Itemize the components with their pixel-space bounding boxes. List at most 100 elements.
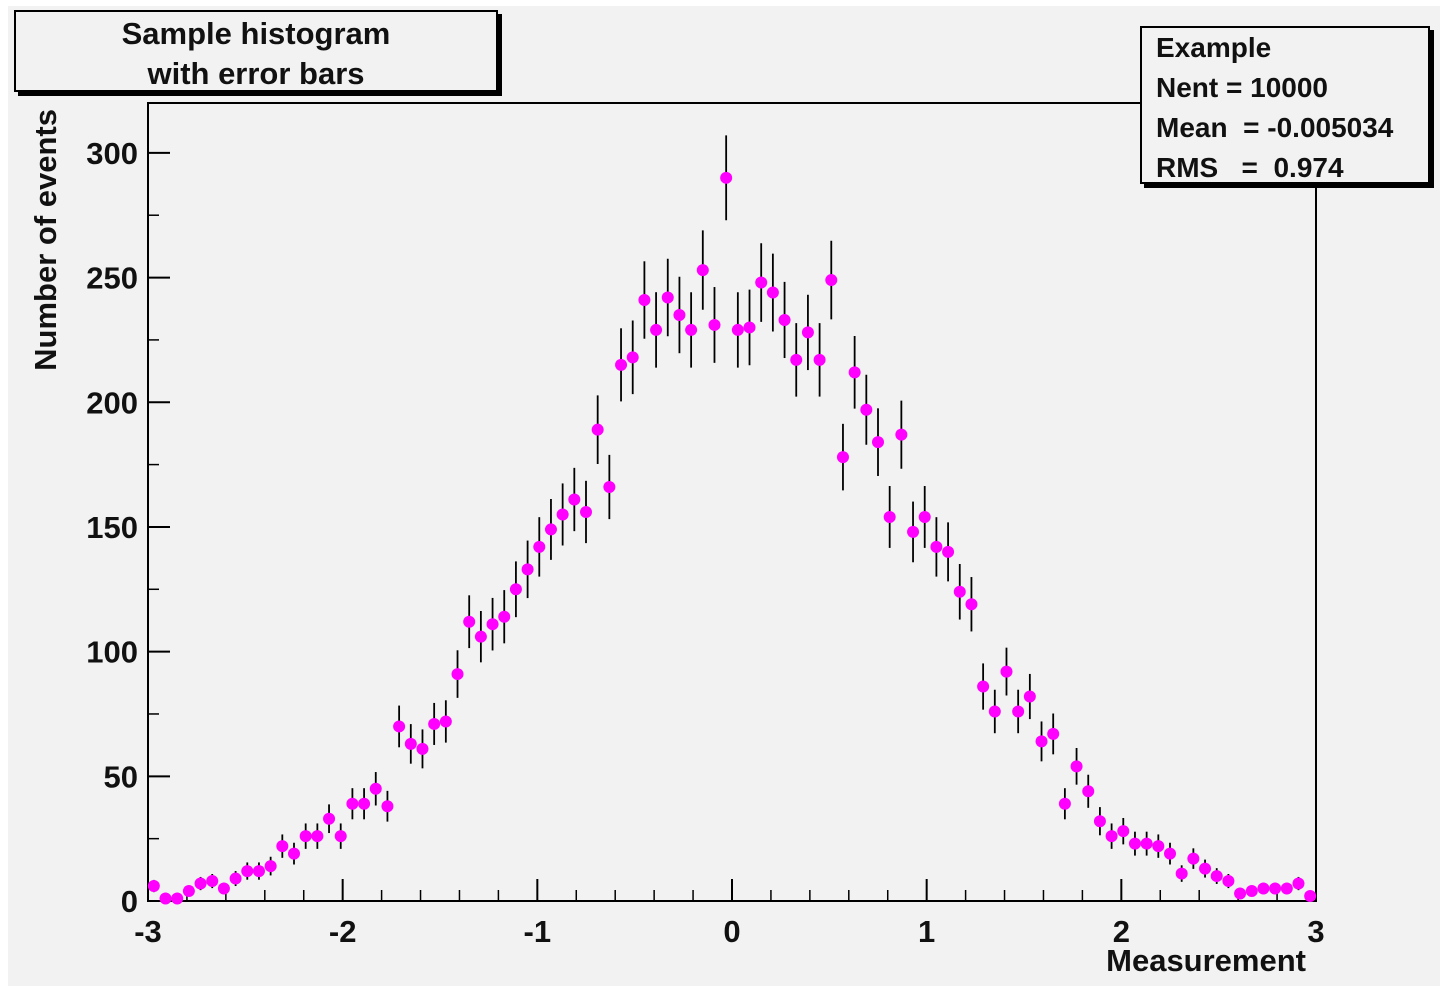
data-point: [311, 830, 324, 843]
data-point: [790, 353, 803, 366]
data-point: [1035, 735, 1048, 748]
x-tick-label: 3: [1307, 914, 1324, 949]
stats-rms: RMS = 0.974: [1156, 152, 1344, 183]
data-point: [988, 705, 1001, 718]
data-point: [953, 585, 966, 598]
data-point: [743, 321, 756, 334]
data-point: [685, 323, 698, 336]
data-point: [416, 742, 429, 755]
data-point: [439, 715, 452, 728]
data-point: [1199, 862, 1212, 875]
data-point: [252, 865, 265, 878]
x-tick-label: 1: [918, 914, 935, 949]
data-point: [836, 451, 849, 464]
stats-box: Example Nent = 10000 Mean = -0.005034 RM…: [1140, 26, 1430, 184]
data-point: [1152, 840, 1165, 853]
data-point: [1140, 837, 1153, 850]
data-point: [977, 680, 990, 693]
data-point: [241, 865, 254, 878]
data-point: [591, 423, 604, 436]
data-point: [731, 323, 744, 336]
data-point: [1000, 665, 1013, 678]
data-point: [883, 510, 896, 523]
data-point: [428, 717, 441, 730]
data-point: [323, 812, 336, 825]
data-point: [720, 171, 733, 184]
y-tick-label: 300: [86, 136, 138, 171]
data-point: [182, 885, 195, 898]
data-point: [580, 505, 592, 518]
data-point: [1280, 882, 1293, 895]
data-point: [872, 436, 884, 449]
data-point: [299, 830, 312, 843]
y-axis-title: Number of events: [28, 109, 63, 371]
data-point: [568, 493, 581, 506]
data-point: [673, 308, 686, 321]
data-point: [1023, 690, 1036, 703]
data-point: [1082, 785, 1095, 798]
data-point: [813, 353, 826, 366]
data-point: [358, 797, 371, 810]
data-point: [626, 351, 639, 364]
data-point: [159, 892, 172, 905]
data-point: [1047, 727, 1060, 740]
data-point: [1093, 815, 1106, 828]
x-tick-label: 0: [723, 914, 740, 949]
data-point: [848, 366, 861, 379]
data-point: [1222, 875, 1235, 888]
data-point: [217, 882, 230, 895]
data-point: [918, 510, 931, 523]
data-point: [860, 403, 873, 416]
data-point: [229, 872, 242, 885]
data-point: [264, 860, 277, 873]
y-tick-label: 0: [121, 884, 138, 919]
data-point: [171, 892, 184, 905]
data-point: [1257, 882, 1270, 895]
data-point: [147, 880, 160, 893]
y-tick-label: 250: [86, 261, 138, 296]
data-point: [778, 313, 791, 326]
y-tick-label: 150: [86, 510, 138, 545]
data-point: [393, 720, 406, 733]
data-point: [474, 630, 487, 643]
x-axis-title: Measurement: [1106, 943, 1306, 978]
data-point: [942, 545, 955, 558]
data-point: [498, 610, 511, 623]
x-tick-label: -2: [329, 914, 357, 949]
data-point: [369, 782, 382, 795]
data-point: [965, 598, 978, 611]
stats-nent: Nent = 10000: [1156, 72, 1328, 103]
data-point: [755, 276, 768, 289]
data-point: [1128, 837, 1141, 850]
data-point: [334, 830, 347, 843]
x-tick-label: -1: [524, 914, 552, 949]
data-point: [1292, 877, 1305, 890]
histogram-plot: -3 -2 -1 0 1 2 3 0 50 100 150 200 250 300 Measurement N…: [28, 102, 1325, 978]
data-point: [1117, 825, 1130, 838]
stats-mean: Mean = -0.005034: [1156, 112, 1394, 143]
data-point: [463, 615, 476, 628]
data-point: [708, 318, 721, 331]
data-point: [766, 286, 779, 299]
data-point: [661, 291, 674, 304]
title-line-2: with error bars: [147, 56, 365, 91]
data-point: [521, 563, 534, 576]
x-tick-label: -3: [134, 914, 162, 949]
data-point: [288, 847, 300, 860]
data-point: [206, 875, 219, 888]
y-tick-label: 50: [104, 759, 138, 794]
y-tick-label: 100: [86, 635, 138, 670]
data-point: [451, 668, 464, 681]
data-point: [1304, 890, 1317, 903]
title-line-1: Sample histogram: [121, 16, 391, 51]
data-point: [638, 294, 651, 307]
data-point: [930, 540, 943, 553]
stats-name: Example: [1156, 32, 1272, 63]
data-point: [615, 358, 628, 371]
data-point: [907, 525, 920, 538]
data-point: [381, 800, 394, 813]
data-point: [696, 264, 709, 277]
data-point: [1234, 887, 1247, 900]
data-point: [556, 508, 569, 521]
data-point: [603, 481, 616, 494]
